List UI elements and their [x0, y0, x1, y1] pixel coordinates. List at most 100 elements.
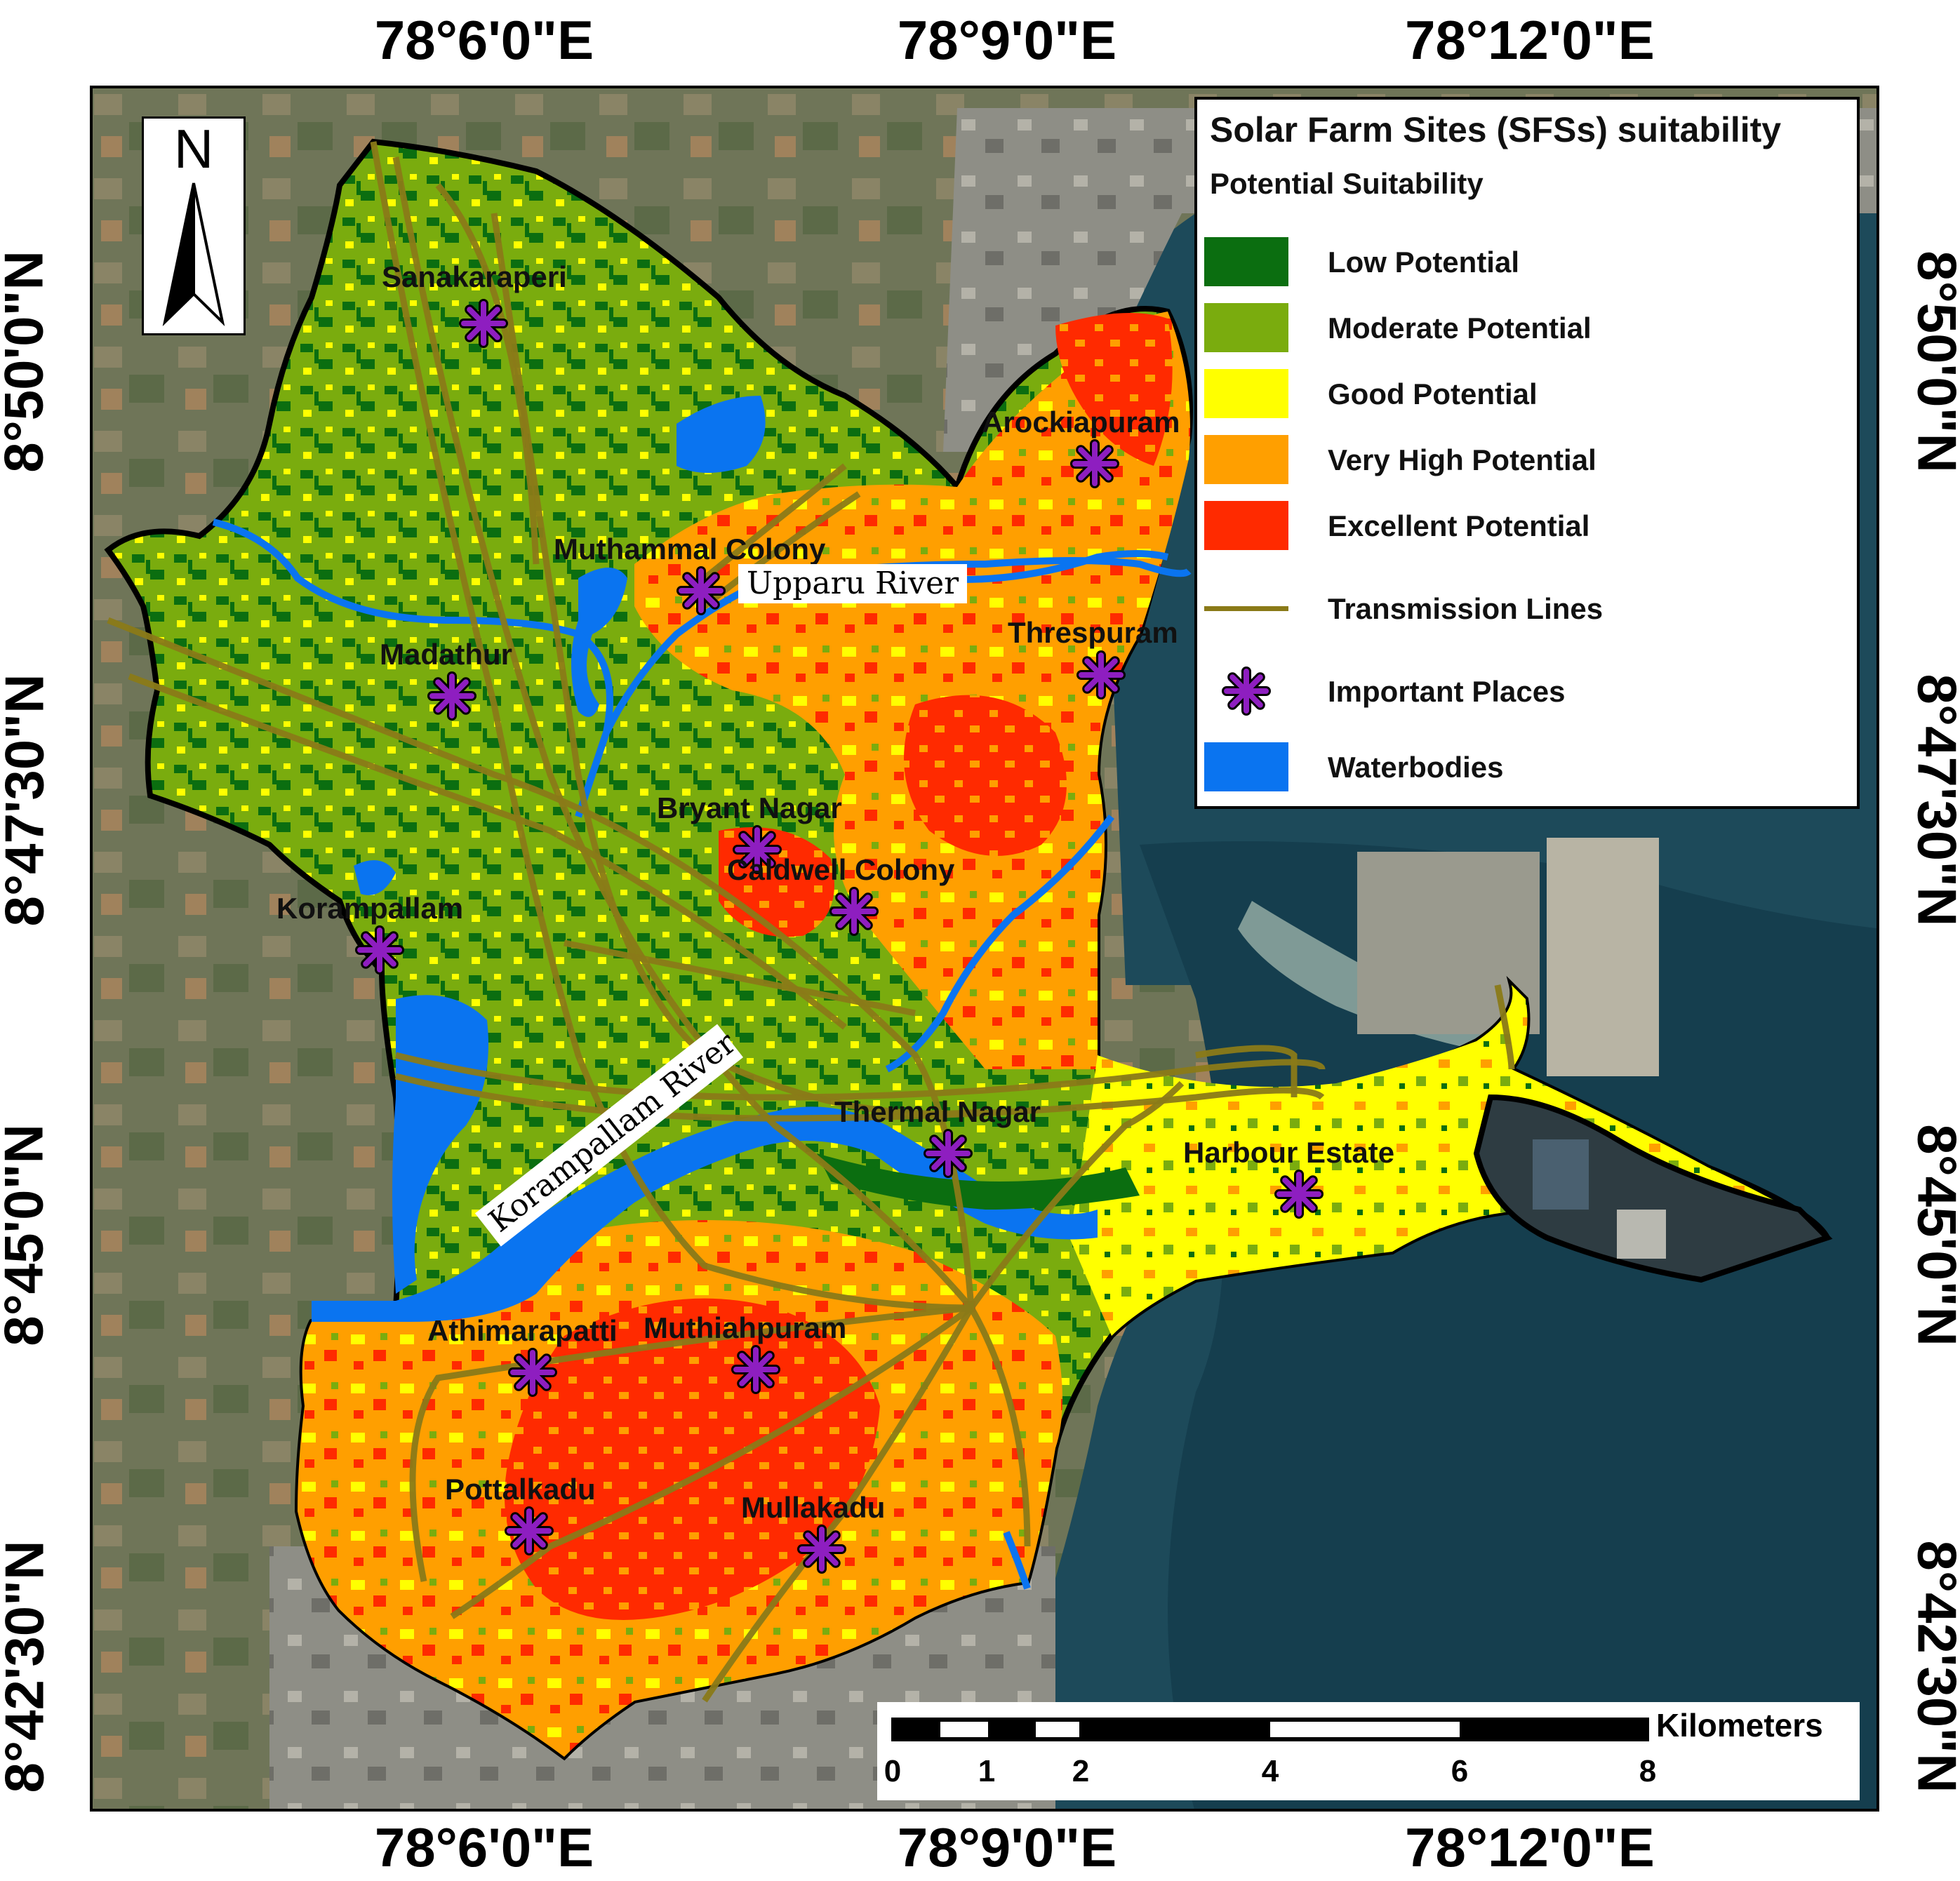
legend-label-low: Low Potential [1328, 246, 1519, 279]
bottom-tick-78-12: 78°12'0"E [1405, 1816, 1655, 1878]
scale-label-8: 8 [1639, 1754, 1657, 1788]
scale-label-1: 1 [978, 1754, 996, 1788]
asterisk-marker-icon [1070, 439, 1119, 488]
korampallam-river-channel [312, 1106, 1098, 1322]
river-name-upparu: Upparu River [747, 565, 959, 601]
scale-label-4: 4 [1261, 1754, 1279, 1788]
transmission-line-icon [1204, 584, 1288, 633]
place-label: Thermal Nagar [834, 1095, 1041, 1128]
asterisk-marker-icon [355, 925, 404, 975]
legend-label-water: Waterbodies [1328, 751, 1504, 784]
legend-item-excellent: Excellent Potential [1204, 501, 1850, 551]
waterbody-lake-center [571, 568, 627, 717]
legend-label-places: Important Places [1328, 675, 1566, 708]
asterisk-marker-icon [733, 825, 782, 874]
place-marker-korampallam[interactable]: Korampallam [276, 892, 463, 975]
asterisk-marker-icon [505, 1506, 554, 1555]
legend-item-transmission: Transmission Lines [1204, 584, 1850, 634]
scale-label-6: 6 [1451, 1754, 1469, 1788]
place-marker-mullakadu[interactable]: Mullakadu [741, 1491, 885, 1574]
north-label: N [174, 119, 213, 180]
scale-label-2: 2 [1072, 1754, 1090, 1788]
asterisk-marker-icon [676, 566, 726, 615]
place-marker-harbour-estate[interactable]: Harbour Estate [1183, 1136, 1394, 1219]
place-marker-arockiapuram[interactable]: Arockiapuram [982, 406, 1180, 488]
right-tick-8-50: 8°50'0"N [1906, 250, 1960, 473]
place-marker-athimarapatti[interactable]: Athimarapatti [427, 1314, 618, 1397]
place-label: Harbour Estate [1183, 1136, 1394, 1169]
north-arrow: N [142, 116, 246, 335]
asterisk-marker-icon [1076, 650, 1126, 699]
place-marker-madathur[interactable]: Madathur [380, 638, 512, 721]
place-label: Bryant Nagar [657, 791, 842, 824]
transmission-lines [107, 141, 1515, 1703]
top-tick-78-9: 78°9'0"E [897, 9, 1117, 71]
legend-label-very-high: Very High Potential [1328, 443, 1596, 476]
asterisk-marker-icon [427, 671, 476, 721]
legend: Solar Farm Sites (SFSs) suitability Pote… [1194, 97, 1860, 809]
left-tick-8-45: 8°45'0"N [0, 1124, 55, 1346]
place-label: Arockiapuram [982, 406, 1180, 439]
right-tick-8-42-30: 8°42'30"N [1906, 1540, 1960, 1793]
map-frame[interactable]: Sanakaraperi Arockiapuram Muthammal Colony… [90, 86, 1879, 1812]
place-marker-pottalkadu[interactable]: Pottalkadu [445, 1473, 596, 1555]
scale-unit-label: Kilometers [1656, 1707, 1823, 1743]
top-tick-78-12: 78°12'0"E [1405, 9, 1655, 71]
legend-label-moderate: Moderate Potential [1328, 312, 1592, 344]
place-label: Korampallam [276, 892, 463, 925]
legend-swatch-very-high [1204, 435, 1288, 484]
bottom-tick-78-6: 78°6'0"E [374, 1816, 594, 1878]
scale-bar: Kilometers 0 1 2 4 6 8 [877, 1702, 1860, 1800]
river-label-upparu: Upparu River [738, 564, 967, 603]
left-tick-8-47-30: 8°47'30"N [0, 674, 55, 927]
legend-title: Solar Farm Sites (SFSs) suitability [1210, 110, 1782, 149]
legend-swatch-good [1204, 369, 1288, 418]
legend-swatch-excellent [1204, 501, 1288, 550]
left-tick-8-42-30: 8°42'30"N [0, 1540, 55, 1793]
place-marker-thermal-nagar[interactable]: Thermal Nagar [834, 1095, 1041, 1178]
map-canvas: Sanakaraperi Arockiapuram Muthammal Colony… [93, 88, 1876, 1809]
waterbody-pond-west [354, 860, 396, 895]
place-label: Caldwell Colony [727, 853, 955, 886]
legend-item-good: Good Potential [1204, 369, 1850, 420]
place-marker-muthiahpuram[interactable]: Muthiahpuram [644, 1311, 846, 1394]
stream-east [885, 814, 1114, 1073]
asterisk-marker-icon [829, 887, 879, 936]
place-label: Mullakadu [741, 1491, 885, 1524]
legend-item-water: Waterbodies [1204, 742, 1850, 793]
scale-label-0: 0 [884, 1754, 902, 1788]
place-markers: Sanakaraperi Arockiapuram Muthammal Colony… [276, 260, 1394, 1574]
legend-swatch-moderate [1204, 303, 1288, 352]
place-label: Madathur [380, 638, 512, 671]
asterisk-marker-icon [459, 299, 508, 348]
place-marker-muthammal-colony[interactable]: Muthammal Colony [554, 533, 826, 615]
legend-item-low: Low Potential [1204, 237, 1850, 288]
place-label: Muthammal Colony [554, 533, 826, 565]
asterisk-marker-icon [1274, 1170, 1324, 1219]
asterisk-marker-icon [1204, 667, 1288, 716]
place-label: Athimarapatti [427, 1314, 618, 1347]
legend-subtitle: Potential Suitability [1210, 167, 1484, 200]
bottom-tick-78-9: 78°9'0"E [897, 1816, 1117, 1878]
legend-item-very-high: Very High Potential [1204, 435, 1850, 486]
place-label: Threspuram [1008, 616, 1178, 649]
place-marker-caldwell-colony[interactable]: Caldwell Colony [727, 853, 955, 936]
left-tick-8-50: 8°50'0"N [0, 250, 55, 473]
asterisk-marker-icon [731, 1345, 780, 1394]
legend-label-excellent: Excellent Potential [1328, 509, 1590, 542]
place-label: Sanakaraperi [382, 260, 567, 293]
place-marker-bryant-nagar[interactable]: Bryant Nagar [657, 791, 842, 874]
asterisk-marker-icon [508, 1348, 557, 1397]
legend-label-good: Good Potential [1328, 377, 1538, 410]
scale-bar-graphic [891, 1718, 1649, 1741]
place-marker-threspuram[interactable]: Threspuram [1008, 616, 1178, 699]
place-label: Muthiahpuram [644, 1311, 846, 1344]
legend-swatch-low [1204, 237, 1288, 286]
asterisk-marker-icon [924, 1129, 973, 1178]
north-arrow-icon: N [162, 118, 225, 326]
top-tick-78-6: 78°6'0"E [374, 9, 594, 71]
place-marker-sanakaraperi[interactable]: Sanakaraperi [382, 260, 567, 348]
right-tick-8-45: 8°45'0"N [1906, 1124, 1960, 1346]
waterbody-lake-north [676, 396, 766, 473]
place-label: Pottalkadu [445, 1473, 596, 1506]
